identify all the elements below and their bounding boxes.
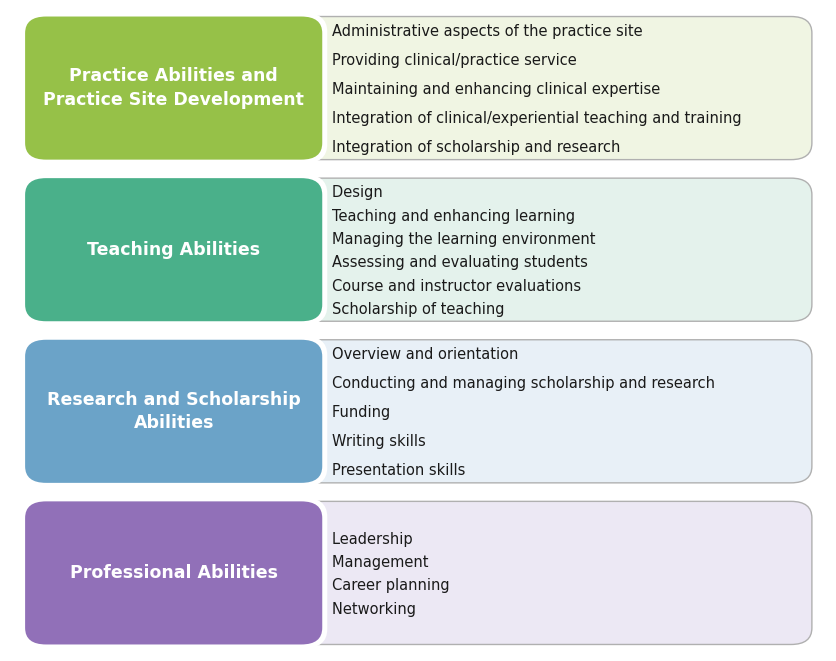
FancyBboxPatch shape	[25, 340, 322, 483]
Text: •  Funding: • Funding	[314, 405, 390, 420]
Text: •  Teaching and enhancing learning: • Teaching and enhancing learning	[314, 208, 574, 223]
FancyBboxPatch shape	[25, 17, 322, 160]
Text: •  Managing the learning environment: • Managing the learning environment	[314, 232, 594, 247]
FancyBboxPatch shape	[20, 336, 327, 486]
Text: •  Providing clinical/practice service: • Providing clinical/practice service	[314, 53, 576, 67]
FancyBboxPatch shape	[25, 178, 322, 321]
Text: •  Networking: • Networking	[314, 602, 415, 617]
Text: Teaching Abilities: Teaching Abilities	[87, 241, 260, 258]
Text: •  Presentation skills: • Presentation skills	[314, 463, 465, 479]
FancyBboxPatch shape	[288, 17, 811, 160]
Text: •  Overview and orientation: • Overview and orientation	[314, 347, 517, 362]
FancyBboxPatch shape	[20, 13, 327, 164]
FancyBboxPatch shape	[20, 498, 327, 648]
Text: •  Assessing and evaluating students: • Assessing and evaluating students	[314, 255, 587, 270]
FancyBboxPatch shape	[288, 502, 811, 644]
Text: Professional Abilities: Professional Abilities	[69, 564, 278, 582]
Text: •  Administrative aspects of the practice site: • Administrative aspects of the practice…	[314, 24, 642, 38]
Text: •  Conducting and managing scholarship and research: • Conducting and managing scholarship an…	[314, 376, 714, 391]
Text: Practice Abilities and
Practice Site Development: Practice Abilities and Practice Site Dev…	[43, 67, 303, 109]
Text: •  Maintaining and enhancing clinical expertise: • Maintaining and enhancing clinical exp…	[314, 82, 660, 97]
FancyBboxPatch shape	[25, 502, 322, 644]
Text: •  Career planning: • Career planning	[314, 578, 449, 594]
FancyBboxPatch shape	[288, 340, 811, 483]
FancyBboxPatch shape	[20, 175, 327, 325]
FancyBboxPatch shape	[288, 178, 811, 321]
Text: •  Leadership: • Leadership	[314, 531, 412, 547]
Text: •  Course and instructor evaluations: • Course and instructor evaluations	[314, 278, 580, 293]
Text: •  Design: • Design	[314, 185, 382, 200]
Text: •  Integration of scholarship and research: • Integration of scholarship and researc…	[314, 140, 619, 155]
Text: •  Writing skills: • Writing skills	[314, 434, 426, 449]
Text: •  Scholarship of teaching: • Scholarship of teaching	[314, 302, 504, 317]
Text: Research and Scholarship
Abilities: Research and Scholarship Abilities	[47, 391, 300, 432]
Text: •  Integration of clinical/experiential teaching and training: • Integration of clinical/experiential t…	[314, 111, 741, 126]
Text: •  Management: • Management	[314, 555, 428, 570]
